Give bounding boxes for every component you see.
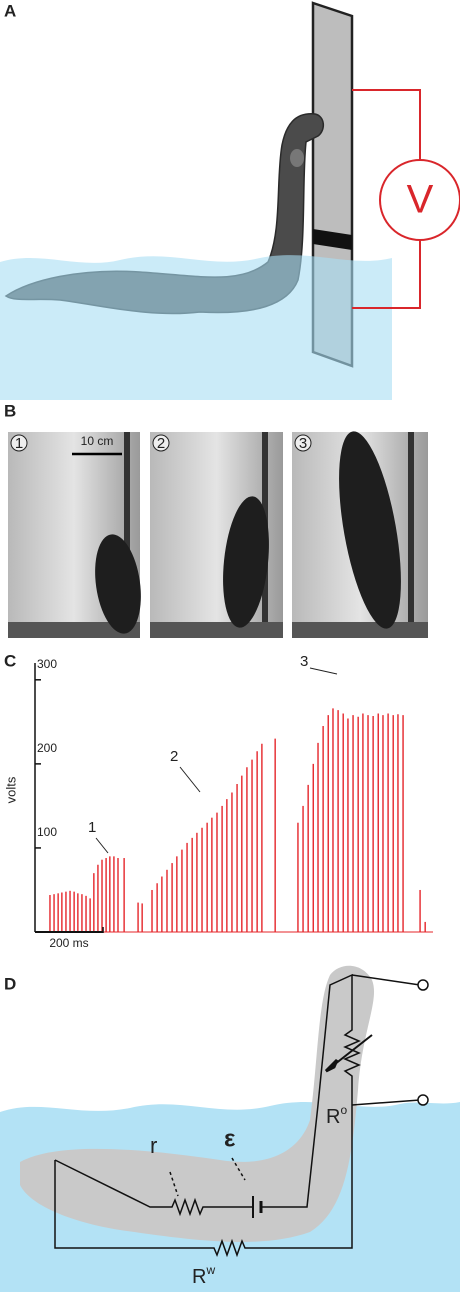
eel-fin bbox=[290, 149, 304, 167]
panel-label: B bbox=[4, 401, 16, 420]
resistor-label: Ro bbox=[326, 1103, 347, 1128]
panel-b: B 1 2 3 10 cm bbox=[4, 401, 428, 638]
annotation: 1 bbox=[88, 819, 96, 836]
y-tick-label: 300 bbox=[37, 657, 57, 671]
scale-bar-label: 200 ms bbox=[49, 936, 88, 950]
panel-label: D bbox=[4, 974, 16, 993]
emf-label: ε bbox=[224, 1125, 235, 1152]
y-tick-label: 100 bbox=[37, 825, 57, 839]
photo bbox=[8, 432, 141, 638]
leader-line bbox=[95, 837, 109, 854]
y-tick-label: 200 bbox=[37, 741, 57, 755]
panel-a: A V bbox=[0, 1, 460, 400]
label-base: R bbox=[192, 1266, 206, 1288]
meter-label: V bbox=[407, 178, 434, 222]
voltmeter bbox=[379, 159, 460, 241]
circuit bbox=[54, 973, 421, 1258]
panel-label: C bbox=[4, 651, 16, 670]
wire bbox=[352, 240, 421, 309]
leader-line bbox=[179, 766, 201, 793]
frame-number: 2 bbox=[157, 435, 165, 452]
photo bbox=[150, 432, 283, 638]
frame-number: 1 bbox=[15, 435, 23, 452]
plate-band bbox=[313, 229, 352, 250]
annotation: 3 bbox=[300, 653, 308, 670]
panel-d: D r ε Ro Rw bbox=[0, 965, 460, 1292]
panel-c: C volts 1 2 3 100 200 300 200 ms bbox=[3, 651, 433, 950]
annotation: 2 bbox=[170, 748, 178, 765]
label-sup: o bbox=[340, 1103, 347, 1117]
y-axis-label: volts bbox=[3, 776, 18, 803]
frame-number: 3 bbox=[299, 435, 307, 452]
eel-outline bbox=[20, 965, 375, 1242]
water bbox=[0, 255, 392, 400]
label-base: R bbox=[326, 1106, 340, 1128]
wire bbox=[352, 89, 421, 160]
resistor-label: Rw bbox=[192, 1263, 215, 1288]
panel-label: A bbox=[4, 1, 16, 20]
resistor-label: r bbox=[150, 1133, 157, 1158]
photo bbox=[292, 431, 428, 638]
leader-line bbox=[309, 667, 338, 675]
scale-label: 10 cm bbox=[81, 434, 114, 448]
label-sup: w bbox=[205, 1263, 215, 1277]
